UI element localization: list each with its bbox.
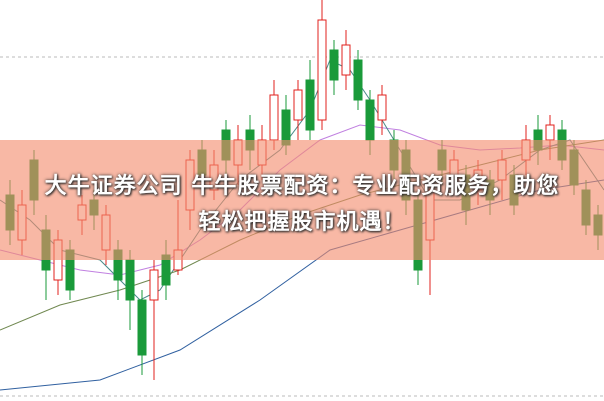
candle-body <box>305 79 315 131</box>
candle-body <box>269 94 279 141</box>
candle-body <box>125 259 135 301</box>
candle-body <box>149 269 159 301</box>
candle-body <box>137 299 147 356</box>
candle-body <box>353 59 363 101</box>
candle-body <box>293 89 303 121</box>
candle-body <box>341 44 351 76</box>
candle-body <box>329 49 339 81</box>
candle-body <box>377 94 387 121</box>
candle-body <box>365 99 375 141</box>
candle-body <box>545 124 555 141</box>
banner-text: 轻松把握股市机遇！ <box>198 210 406 235</box>
banner-text: 大牛证券公司 牛牛股票配资：专业配资服务，助您 <box>44 174 560 199</box>
banner-band <box>0 140 604 260</box>
candle-body <box>317 19 327 121</box>
